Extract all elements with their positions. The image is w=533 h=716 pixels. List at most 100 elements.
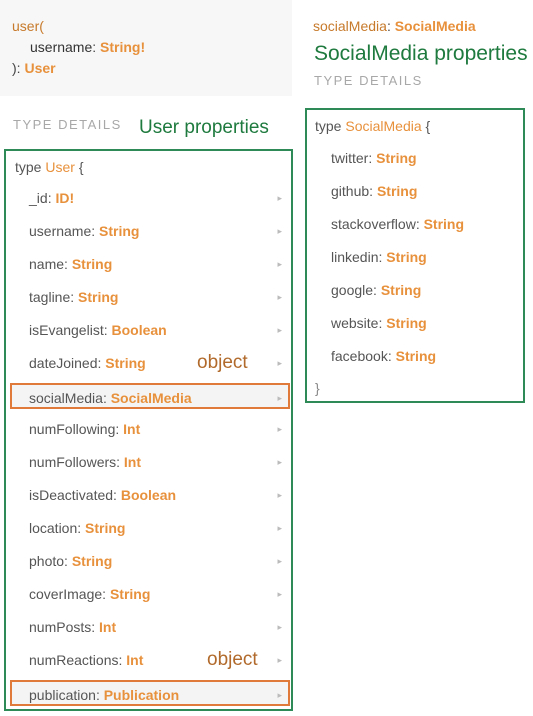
field-type-link[interactable]: String	[386, 315, 427, 331]
field-separator: :	[115, 421, 124, 437]
field-separator: :	[47, 190, 56, 206]
field-type-link[interactable]: String	[71, 553, 113, 569]
field-type-link[interactable]: String	[78, 289, 119, 305]
arg-type-link[interactable]: String!	[100, 39, 146, 55]
field-separator: :	[386, 18, 395, 34]
user-field-row[interactable]: isDeactivated: Boolean ▸	[10, 482, 288, 508]
field-type-link[interactable]: String	[105, 355, 146, 371]
socialmedia-field-row[interactable]: linkedin: String	[331, 249, 427, 269]
user-field-row[interactable]: numReactions: Int ▸	[10, 647, 288, 673]
field-label: coverImage: String	[29, 581, 150, 607]
field-type-link[interactable]: String	[71, 256, 113, 272]
field-type-link[interactable]: Int	[123, 421, 141, 437]
user-field-row[interactable]: location: String ▸	[10, 515, 288, 541]
field-type-link[interactable]: String	[376, 183, 418, 199]
socialmedia-field-row[interactable]: website: String	[331, 315, 427, 335]
user-field-row[interactable]: coverImage: String ▸	[10, 581, 288, 607]
field-type-link[interactable]: String	[386, 249, 427, 265]
field-name: website	[331, 315, 379, 331]
field-separator: :	[103, 322, 112, 338]
chevron-right-icon: ▸	[277, 259, 282, 269]
field-label: publication: Publication	[29, 682, 179, 708]
field-type-link[interactable]: String	[423, 216, 465, 232]
socialmedia-field-row[interactable]: stackoverflow: String	[331, 216, 464, 236]
user-field-row[interactable]: username: String ▸	[10, 218, 288, 244]
type-details-label: TYPE DETAILS	[314, 73, 423, 88]
type-keyword: type	[315, 118, 342, 134]
chevron-right-icon: ▸	[277, 490, 282, 500]
user-field-row[interactable]: dateJoined: String ▸	[10, 350, 288, 376]
user-field-row[interactable]: numPosts: Int ▸	[10, 614, 288, 640]
user-field-row[interactable]: numFollowing: Int ▸	[10, 416, 288, 442]
field-name: publication	[29, 687, 96, 703]
user-field-row[interactable]: photo: String ▸	[10, 548, 288, 574]
field-label: numFollowers: Int	[29, 449, 141, 475]
signature-close: ):	[12, 60, 25, 76]
chevron-right-icon: ▸	[277, 556, 282, 566]
field-type-link[interactable]: String	[376, 150, 417, 166]
chevron-right-icon: ▸	[277, 690, 282, 700]
field-name: isDeactivated	[29, 487, 114, 503]
field-type-link[interactable]: String	[380, 282, 422, 298]
close-brace: }	[315, 380, 320, 396]
field-name: location	[29, 520, 78, 536]
user-field-row[interactable]: tagline: String ▸	[10, 284, 288, 310]
user-field-row[interactable]: name: String ▸	[10, 251, 288, 277]
chevron-right-icon: ▸	[277, 325, 282, 335]
field-separator: :	[378, 249, 387, 265]
field-type-link[interactable]: Boolean	[120, 487, 177, 503]
open-brace: {	[425, 118, 431, 134]
field-separator: :	[113, 487, 121, 503]
field-type-link[interactable]: Int	[126, 652, 144, 668]
field-type-link[interactable]: String	[395, 348, 437, 364]
socialmedia-field-row[interactable]: twitter: String	[331, 150, 417, 170]
user-field-row[interactable]: isEvangelist: Boolean ▸	[10, 317, 288, 343]
field-separator: :	[415, 216, 424, 232]
user-type-box: type User { _id: ID! ▸ username: String ▸ na…	[4, 149, 293, 711]
field-name: photo	[29, 553, 65, 569]
type-details-label: TYPE DETAILS	[13, 117, 122, 132]
user-field-row[interactable]: publication: Publication ▸	[10, 680, 290, 706]
field-type-link[interactable]: ID!	[55, 190, 75, 206]
field-name: google	[331, 282, 374, 298]
user-field-row[interactable]: socialMedia: SocialMedia ▸	[10, 383, 290, 409]
field-type-link[interactable]: Int	[123, 454, 142, 470]
type-name: SocialMedia	[345, 118, 422, 134]
field-separator: :	[91, 619, 100, 635]
field-name: isEvangelist	[29, 322, 104, 338]
user-field-row[interactable]: numFollowers: Int ▸	[10, 449, 288, 475]
socialmedia-field-row[interactable]: github: String	[331, 183, 417, 203]
field-type-link[interactable]: String	[85, 520, 126, 536]
field-name: numFollowers	[29, 454, 117, 470]
field-type-link[interactable]: SocialMedia	[110, 390, 192, 406]
object-annotation: object	[197, 352, 248, 373]
field-name: facebook	[331, 348, 388, 364]
return-type-link[interactable]: User	[24, 60, 56, 76]
field-separator: :	[368, 150, 377, 166]
field-separator: :	[91, 223, 100, 239]
field-type-link[interactable]: SocialMedia	[394, 18, 476, 34]
arg-separator: :	[92, 39, 101, 55]
field-type-link[interactable]: Boolean	[111, 322, 167, 338]
socialmedia-field-row[interactable]: facebook: String	[331, 348, 436, 368]
field-separator: :	[118, 652, 127, 668]
field-separator: :	[64, 256, 72, 272]
field-type-link[interactable]: String	[99, 223, 140, 239]
field-label: photo: String	[29, 548, 112, 574]
user-field-row[interactable]: _id: ID! ▸	[10, 185, 288, 211]
chevron-right-icon: ▸	[277, 523, 282, 533]
object-annotation: object	[207, 649, 258, 670]
field-type-link[interactable]: String	[109, 586, 151, 602]
field-name: dateJoined	[29, 355, 98, 371]
field-label: dateJoined: String	[29, 350, 146, 376]
field-separator: :	[369, 183, 377, 199]
chevron-right-icon: ▸	[277, 393, 282, 403]
field-name: stackoverflow	[331, 216, 416, 232]
query-name[interactable]: user(	[12, 18, 44, 34]
field-separator: :	[70, 289, 79, 305]
field-label: isDeactivated: Boolean	[29, 482, 176, 508]
field-type-link[interactable]: Publication	[103, 687, 180, 703]
field-type-link[interactable]: Int	[99, 619, 117, 635]
user-type-header: type User {	[15, 159, 84, 175]
socialmedia-field-row[interactable]: google: String	[331, 282, 421, 302]
